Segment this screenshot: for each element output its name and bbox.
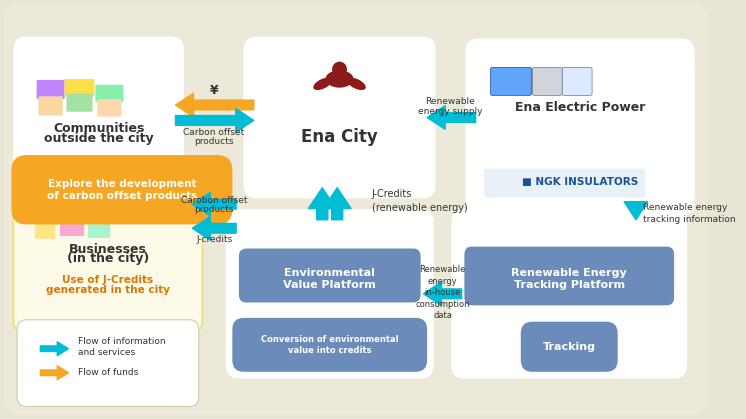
Text: data: data [433, 311, 452, 321]
Text: J-credits: J-credits [196, 235, 232, 244]
Text: generated in the city: generated in the city [46, 285, 170, 295]
Text: Flow of funds: Flow of funds [78, 368, 138, 377]
Text: Renewable Energy: Renewable Energy [511, 268, 627, 278]
Text: Conversion of environmental: Conversion of environmental [261, 334, 398, 344]
Text: ■ NGK INSULATORS: ■ NGK INSULATORS [522, 177, 638, 187]
Text: (renewable energy): (renewable energy) [372, 202, 468, 212]
Text: ¥: ¥ [210, 84, 218, 97]
Text: of carbon offset products: of carbon offset products [47, 191, 197, 202]
Text: products: products [194, 137, 233, 146]
Text: outside the city: outside the city [44, 132, 154, 145]
FancyBboxPatch shape [533, 67, 562, 96]
Text: Ricoh: Ricoh [513, 247, 625, 281]
Text: energy: energy [427, 277, 457, 286]
FancyBboxPatch shape [59, 207, 85, 222]
FancyArrowPatch shape [175, 93, 254, 117]
FancyBboxPatch shape [232, 318, 427, 372]
Text: Explore the development: Explore the development [48, 179, 196, 189]
FancyBboxPatch shape [97, 99, 122, 116]
FancyBboxPatch shape [239, 248, 421, 303]
Text: energy supply: energy supply [419, 107, 483, 116]
FancyBboxPatch shape [13, 36, 184, 203]
Text: Renewable: Renewable [425, 97, 475, 106]
FancyArrowPatch shape [175, 109, 254, 132]
Text: IHI: IHI [301, 249, 358, 284]
Text: in-house: in-house [424, 288, 460, 297]
Text: Value Platform: Value Platform [283, 280, 376, 290]
Text: and services: and services [78, 348, 135, 357]
FancyArrowPatch shape [424, 282, 462, 305]
FancyBboxPatch shape [35, 208, 57, 225]
FancyBboxPatch shape [11, 155, 232, 225]
Text: Flow of information: Flow of information [78, 337, 166, 347]
Text: consumption: consumption [416, 300, 470, 309]
FancyBboxPatch shape [4, 4, 706, 415]
Text: value into credits: value into credits [288, 346, 372, 355]
Circle shape [332, 62, 347, 77]
FancyBboxPatch shape [521, 322, 618, 372]
FancyBboxPatch shape [37, 80, 65, 99]
FancyBboxPatch shape [87, 208, 111, 223]
Text: Tracking Platform: Tracking Platform [514, 280, 625, 290]
Text: J-Credits: J-Credits [372, 189, 412, 199]
FancyArrowPatch shape [192, 217, 236, 240]
FancyBboxPatch shape [0, 0, 712, 419]
FancyBboxPatch shape [35, 222, 55, 239]
Text: (in the city): (in the city) [67, 252, 149, 265]
Text: Use of J-Credits: Use of J-Credits [63, 274, 154, 285]
FancyBboxPatch shape [562, 67, 592, 96]
Text: tracking information: tracking information [643, 215, 736, 224]
FancyBboxPatch shape [451, 209, 687, 378]
FancyArrowPatch shape [192, 192, 236, 216]
FancyBboxPatch shape [60, 219, 84, 236]
Text: Renewable energy: Renewable energy [643, 203, 727, 212]
FancyBboxPatch shape [88, 220, 110, 238]
FancyBboxPatch shape [39, 96, 63, 116]
FancyBboxPatch shape [243, 36, 436, 199]
Text: Carbon offset: Carbon offset [183, 128, 245, 137]
Text: Businesses: Businesses [69, 243, 147, 256]
Text: Ena City: Ena City [301, 128, 378, 146]
Text: Tracking: Tracking [543, 342, 596, 352]
Text: products: products [195, 205, 234, 214]
FancyArrowPatch shape [308, 188, 336, 220]
FancyBboxPatch shape [466, 39, 695, 215]
Text: Environmental: Environmental [284, 268, 375, 278]
FancyBboxPatch shape [17, 320, 198, 406]
Ellipse shape [347, 78, 366, 90]
Text: Ena Electric Power: Ena Electric Power [515, 101, 645, 114]
FancyArrowPatch shape [624, 202, 648, 220]
FancyBboxPatch shape [465, 247, 674, 305]
FancyBboxPatch shape [226, 209, 433, 378]
FancyArrowPatch shape [323, 188, 351, 220]
FancyArrowPatch shape [427, 106, 476, 129]
FancyBboxPatch shape [95, 85, 123, 102]
Text: Communities: Communities [53, 122, 144, 135]
FancyBboxPatch shape [484, 168, 645, 197]
FancyBboxPatch shape [65, 79, 95, 96]
FancyBboxPatch shape [13, 176, 202, 333]
FancyArrowPatch shape [40, 342, 69, 356]
FancyArrowPatch shape [40, 366, 69, 380]
Ellipse shape [325, 70, 354, 88]
FancyBboxPatch shape [490, 67, 531, 96]
Ellipse shape [313, 78, 332, 90]
FancyBboxPatch shape [66, 93, 93, 112]
Text: Carobon offset: Carobon offset [181, 196, 248, 204]
Text: Renewable: Renewable [419, 265, 466, 274]
